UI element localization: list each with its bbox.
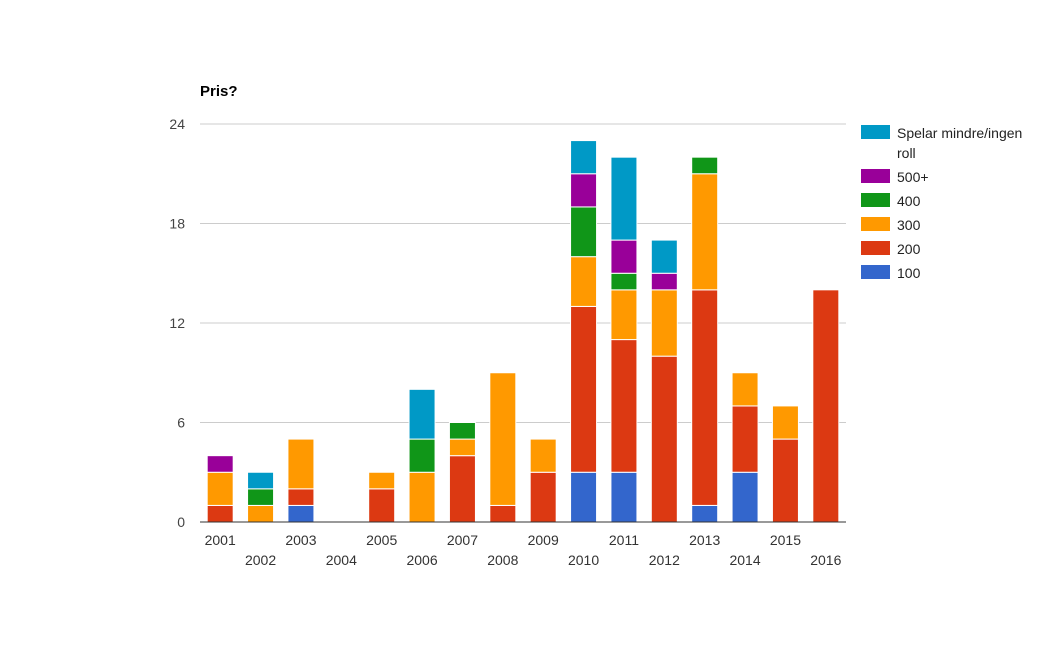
legend-label: Spelar mindre/ingen roll (897, 125, 1023, 161)
bar-segment[interactable] (489, 372, 517, 506)
bar-segment[interactable] (650, 272, 678, 291)
bar-segment[interactable] (287, 504, 315, 523)
x-tick-label: 2007 (447, 532, 478, 548)
bar-segment[interactable] (570, 173, 598, 208)
x-axis-ticks: 2001 2002 2003 2004 2005 2006 2007 2008 2009 2010… (205, 532, 842, 568)
legend-item[interactable]: 400 (861, 191, 1041, 211)
bar-segment[interactable] (771, 405, 799, 440)
bar-segment[interactable] (610, 239, 638, 274)
bar-segment[interactable] (610, 471, 638, 523)
legend-swatch (861, 193, 890, 207)
bar-segment[interactable] (731, 405, 759, 473)
legend-item[interactable]: 500+ (861, 167, 1041, 187)
bar-segment[interactable] (368, 471, 396, 490)
bar-segment[interactable] (650, 239, 678, 274)
bar-segment[interactable] (448, 455, 476, 523)
legend-label: 300 (897, 217, 921, 233)
bar-segment[interactable] (529, 471, 557, 523)
bar-segment[interactable] (489, 504, 517, 523)
bar-segment[interactable] (691, 289, 719, 506)
x-tick-label: 2014 (729, 552, 760, 568)
bar-segment[interactable] (368, 488, 396, 523)
x-tick-label: 2010 (568, 552, 599, 568)
chart-title: Pris? (200, 83, 238, 100)
x-tick-label: 2008 (487, 552, 518, 568)
bar-segment[interactable] (448, 438, 476, 457)
bar-segment[interactable] (247, 471, 275, 490)
y-tick-label: 0 (177, 514, 185, 530)
x-tick-label: 2012 (649, 552, 680, 568)
bar-segment[interactable] (650, 355, 678, 523)
legend-item[interactable]: 100 (861, 263, 1041, 283)
x-tick-label: 2015 (770, 532, 801, 548)
bar-segment[interactable] (408, 471, 436, 523)
bar-segment[interactable] (650, 289, 678, 357)
y-axis-ticks: 0 6 12 18 24 (169, 116, 185, 530)
bar-segment[interactable] (610, 339, 638, 473)
legend-label: 100 (897, 265, 921, 281)
bar-segment[interactable] (691, 173, 719, 291)
bar-segment[interactable] (408, 388, 436, 440)
x-tick-label: 2001 (205, 532, 236, 548)
y-tick-label: 12 (169, 315, 185, 331)
bar-segment[interactable] (570, 206, 598, 258)
bar-segment[interactable] (529, 438, 557, 473)
bar-segment[interactable] (448, 422, 476, 440)
bar-segment[interactable] (206, 471, 234, 506)
bar-segment[interactable] (570, 471, 598, 523)
bar-segment[interactable] (408, 438, 436, 473)
legend-swatch (861, 265, 890, 279)
x-tick-label: 2002 (245, 552, 276, 568)
bar-segment[interactable] (287, 438, 315, 490)
x-tick-label: 2013 (689, 532, 720, 548)
bar-segment[interactable] (812, 289, 840, 523)
bar-segment[interactable] (691, 504, 719, 523)
bar-segment[interactable] (570, 140, 598, 175)
y-tick-label: 6 (177, 415, 185, 431)
bar-segment[interactable] (691, 156, 719, 175)
x-tick-label: 2004 (326, 552, 357, 568)
legend-swatch (861, 125, 890, 139)
bar-segment[interactable] (731, 372, 759, 407)
bar-segment[interactable] (287, 488, 315, 506)
bar-segment[interactable] (247, 504, 275, 523)
x-tick-label: 2003 (285, 532, 316, 548)
bar-segment[interactable] (247, 488, 275, 506)
legend-swatch (861, 217, 890, 231)
legend-label: 200 (897, 241, 921, 257)
bar-segment[interactable] (610, 272, 638, 291)
legend-swatch (861, 241, 890, 255)
x-tick-label: 2009 (528, 532, 559, 548)
legend-label: 500+ (897, 169, 929, 185)
y-tick-label: 24 (169, 116, 185, 132)
legend-item[interactable]: 300 (861, 215, 1041, 235)
legend-label: 400 (897, 193, 921, 209)
x-tick-label: 2005 (366, 532, 397, 548)
bar-segment[interactable] (771, 438, 799, 523)
legend-swatch (861, 169, 890, 183)
bar-segment[interactable] (731, 471, 759, 523)
legend: Spelar mindre/ingen roll 500+ 400 300 200 100 (861, 123, 1041, 287)
legend-item[interactable]: Spelar mindre/ingen roll (861, 123, 1041, 163)
x-tick-label: 2016 (810, 552, 841, 568)
bar-segment[interactable] (570, 256, 598, 307)
bar-segment[interactable] (610, 156, 638, 241)
x-tick-label: 2006 (406, 552, 437, 568)
bar-segment[interactable] (206, 455, 234, 473)
legend-item[interactable]: 200 (861, 239, 1041, 259)
bar-segment[interactable] (610, 289, 638, 341)
bar-segment[interactable] (206, 504, 234, 523)
x-tick-label: 2011 (609, 532, 639, 548)
bar-segment[interactable] (570, 305, 598, 473)
y-tick-label: 18 (169, 216, 185, 232)
bars (206, 140, 840, 523)
